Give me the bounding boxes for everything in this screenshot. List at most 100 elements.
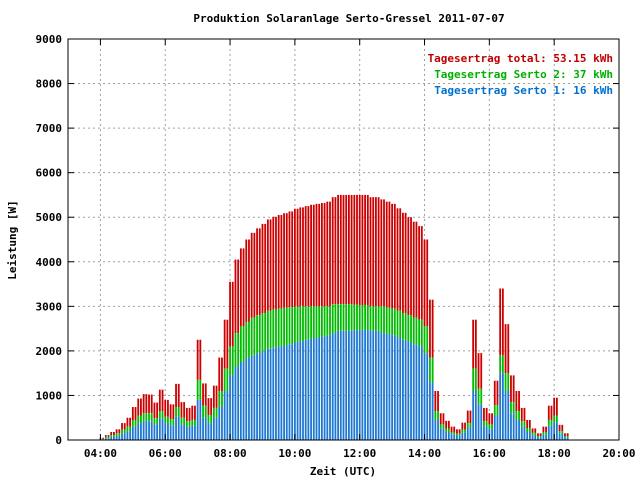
bar-serto-1 [542,434,545,440]
bar-serto-2 [296,306,299,342]
bar-serto-1 [218,406,221,440]
bar-total [323,202,326,307]
bar-serto-2 [199,379,202,400]
bar-serto-2 [507,373,510,391]
bar-total [515,390,518,412]
bar-serto-2 [323,306,326,337]
bar-total [188,407,191,422]
bar-serto-1 [418,346,421,440]
bar-serto-2 [153,418,156,425]
bar-serto-1 [250,355,253,440]
y-tick-label: 5000 [36,211,63,224]
bar-total [113,431,115,436]
x-tick-label: 04:00 [84,447,117,460]
bar-serto-2 [334,304,337,334]
bar-total [283,213,285,308]
bar-serto-2 [280,308,283,347]
bar-serto-1 [293,341,296,440]
x-tick-label: 10:00 [278,447,311,460]
bar-total [491,413,493,425]
bar-total [472,319,475,369]
bar-total [210,398,213,416]
bar-serto-2 [318,306,321,338]
bar-serto-2 [456,433,458,436]
bar-serto-1 [515,419,518,440]
bar-serto-1 [261,350,264,440]
bar-total [429,299,431,358]
bar-total [161,389,164,412]
bar-serto-2 [161,411,164,419]
bar-serto-1 [183,424,186,440]
bar-total [245,239,248,322]
y-tick-label: 3000 [36,300,63,313]
bar-serto-1 [256,353,258,440]
bar-serto-2 [539,435,542,438]
bar-serto-1 [385,333,388,440]
bar-serto-1 [523,426,526,440]
bar-serto-2 [518,411,520,420]
bar-serto-2 [285,307,288,346]
y-axis-label: Leistung [W] [6,200,19,279]
bar-serto-1 [223,390,226,440]
bar-serto-1 [185,426,188,440]
bar-total [447,420,450,429]
bar-serto-2 [156,418,159,425]
y-tick-label: 2000 [36,345,63,358]
bar-serto-2 [221,390,223,407]
bar-total [131,407,134,421]
bar-total [169,404,172,420]
bar-total [531,428,534,433]
bar-serto-1 [345,330,348,440]
bar-serto-1 [518,419,520,440]
bar-total [102,437,105,439]
bar-serto-2 [399,310,402,338]
bar-serto-2 [212,407,215,418]
bar-total [564,433,566,436]
bar-serto-1 [547,425,550,440]
bar-total [512,375,515,403]
bar-serto-1 [493,415,496,440]
y-tick-label: 8000 [36,78,63,91]
bar-serto-1 [480,404,483,440]
bar-serto-2 [555,415,558,423]
bar-serto-2 [453,432,456,435]
bar-serto-1 [137,423,140,440]
bars [99,194,569,440]
bar-serto-2 [307,306,310,340]
legend: Tagesertrag total: 53.15 kWh Tagesertrag … [428,52,613,97]
bar-serto-1 [431,382,434,440]
legend-entry: Tagesertrag Serto 1: 16 kWh [434,84,613,97]
bar-serto-1 [194,425,196,440]
bar-serto-2 [366,304,369,330]
bar-serto-2 [545,431,547,435]
bar-serto-2 [169,419,172,426]
bar-serto-2 [504,373,507,391]
bar-total [466,410,469,424]
bar-serto-1 [331,333,334,440]
bar-serto-2 [134,420,137,427]
bar-serto-2 [312,306,315,339]
bar-total [561,424,564,432]
bar-serto-1 [358,329,361,440]
bar-serto-1 [245,357,248,440]
bar-total [456,429,458,434]
bar-serto-1 [456,435,458,440]
bar-serto-1 [169,425,172,440]
bar-total [426,239,429,327]
bar-serto-1 [142,420,145,440]
bar-serto-1 [520,426,523,440]
bar-serto-1 [175,416,177,440]
bar-serto-1 [210,423,213,440]
bar-serto-1 [342,330,345,440]
bar-total [315,203,318,307]
y-tick-label: 9000 [36,33,63,46]
bar-serto-2 [158,411,161,419]
bar-total [383,199,385,307]
x-tick-label: 18:00 [538,447,571,460]
bar-serto-1 [410,341,412,440]
bar-serto-1 [380,333,383,440]
bar-serto-1 [196,399,199,440]
bar-serto-2 [223,368,226,391]
bar-serto-2 [131,420,134,427]
bar-serto-1 [264,350,267,440]
